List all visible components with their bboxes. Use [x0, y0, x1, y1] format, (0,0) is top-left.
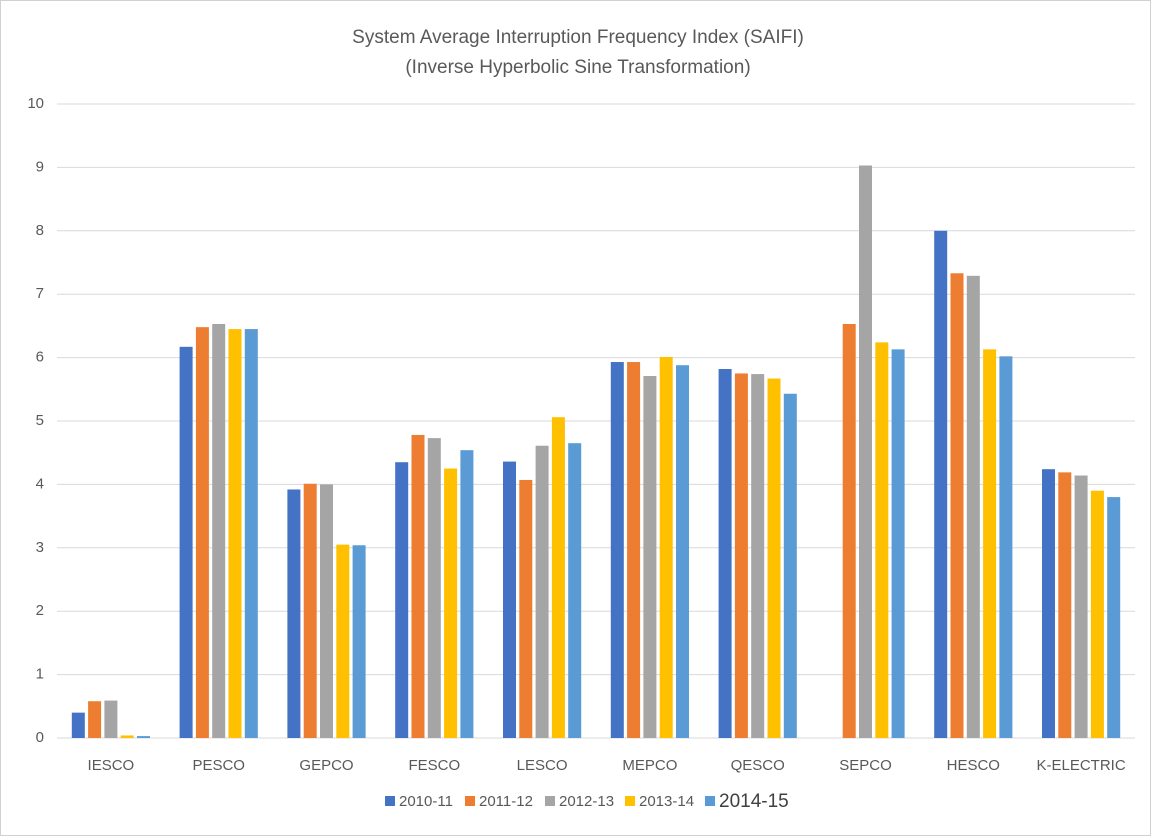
bar: [179, 346, 193, 738]
bar: [444, 468, 458, 738]
bar: [627, 362, 641, 738]
bar: [104, 700, 118, 738]
x-tick-label: LESCO: [517, 757, 568, 774]
bar: [228, 329, 242, 738]
bar: [195, 327, 209, 738]
bar: [120, 735, 134, 738]
legend-label: 2011-12: [479, 793, 533, 810]
x-tick-label: HESCO: [947, 757, 1000, 774]
y-tick-label: 3: [36, 539, 44, 556]
bar: [244, 329, 258, 738]
bar: [137, 736, 150, 738]
bar: [610, 362, 624, 738]
legend-swatch: [705, 796, 715, 806]
bar: [859, 165, 872, 739]
legend-label: 2013-14: [639, 793, 694, 810]
bar: [287, 489, 301, 738]
bar: [1058, 472, 1072, 738]
bar: [767, 378, 781, 738]
legend-label: 2014-15: [719, 791, 789, 812]
bar: [966, 275, 980, 738]
bar: [983, 349, 997, 738]
y-tick-label: 10: [27, 95, 44, 112]
bar: [535, 445, 549, 738]
bar: [519, 479, 533, 738]
legend-swatch: [465, 796, 475, 806]
bar: [336, 544, 350, 738]
bar: [718, 369, 732, 738]
bar: [427, 438, 441, 738]
bar: [643, 375, 657, 738]
bar: [875, 342, 889, 738]
chart-subtitle: (Inverse Hyperbolic Sine Transformation): [405, 57, 750, 78]
y-tick-label: 5: [36, 412, 44, 429]
y-tick-label: 6: [36, 349, 44, 366]
bar: [352, 545, 366, 738]
bar: [676, 365, 689, 738]
y-tick-label: 9: [36, 158, 44, 175]
bar: [395, 462, 409, 738]
bar: [950, 273, 964, 738]
y-tick-label: 2: [36, 602, 44, 619]
x-tick-label: K-ELECTRIC: [1037, 757, 1126, 774]
bar: [460, 450, 474, 738]
bar: [734, 373, 748, 738]
bar: [551, 417, 565, 738]
x-tick-label: GEPCO: [299, 757, 353, 774]
x-tick-label: PESCO: [192, 757, 245, 774]
bar: [1074, 475, 1088, 738]
bar: [934, 230, 948, 739]
bar: [320, 484, 333, 738]
legend-swatch: [625, 796, 635, 806]
bar: [1090, 490, 1104, 738]
bar: [212, 323, 226, 738]
y-tick-label: 7: [36, 285, 44, 302]
bar: [71, 712, 85, 738]
x-tick-label: SEPCO: [839, 757, 892, 774]
bar: [568, 443, 582, 738]
x-tick-label: FESCO: [408, 757, 460, 774]
bar: [503, 461, 516, 738]
y-tick-label: 1: [36, 666, 44, 683]
y-tick-label: 0: [36, 729, 44, 746]
chart-title: System Average Interruption Frequency In…: [352, 27, 804, 48]
bar: [842, 323, 856, 738]
bar: [659, 356, 673, 738]
bar: [783, 393, 797, 738]
x-tick-label: IESCO: [88, 757, 135, 774]
bar: [88, 701, 102, 738]
legend-label: 2012-13: [559, 793, 614, 810]
x-tick-label: MEPCO: [622, 757, 677, 774]
y-tick-label: 8: [36, 222, 44, 239]
legend-label: 2010-11: [399, 793, 453, 810]
y-tick-label: 4: [36, 475, 44, 492]
bar: [751, 374, 765, 738]
bar: [1042, 469, 1055, 738]
x-tick-label: QESCO: [731, 757, 785, 774]
legend-swatch: [385, 796, 395, 806]
bar: [891, 349, 905, 738]
bar: [411, 434, 425, 738]
legend-swatch: [545, 796, 555, 806]
bar: [1107, 497, 1121, 738]
bar: [303, 483, 317, 738]
bar: [999, 356, 1013, 738]
